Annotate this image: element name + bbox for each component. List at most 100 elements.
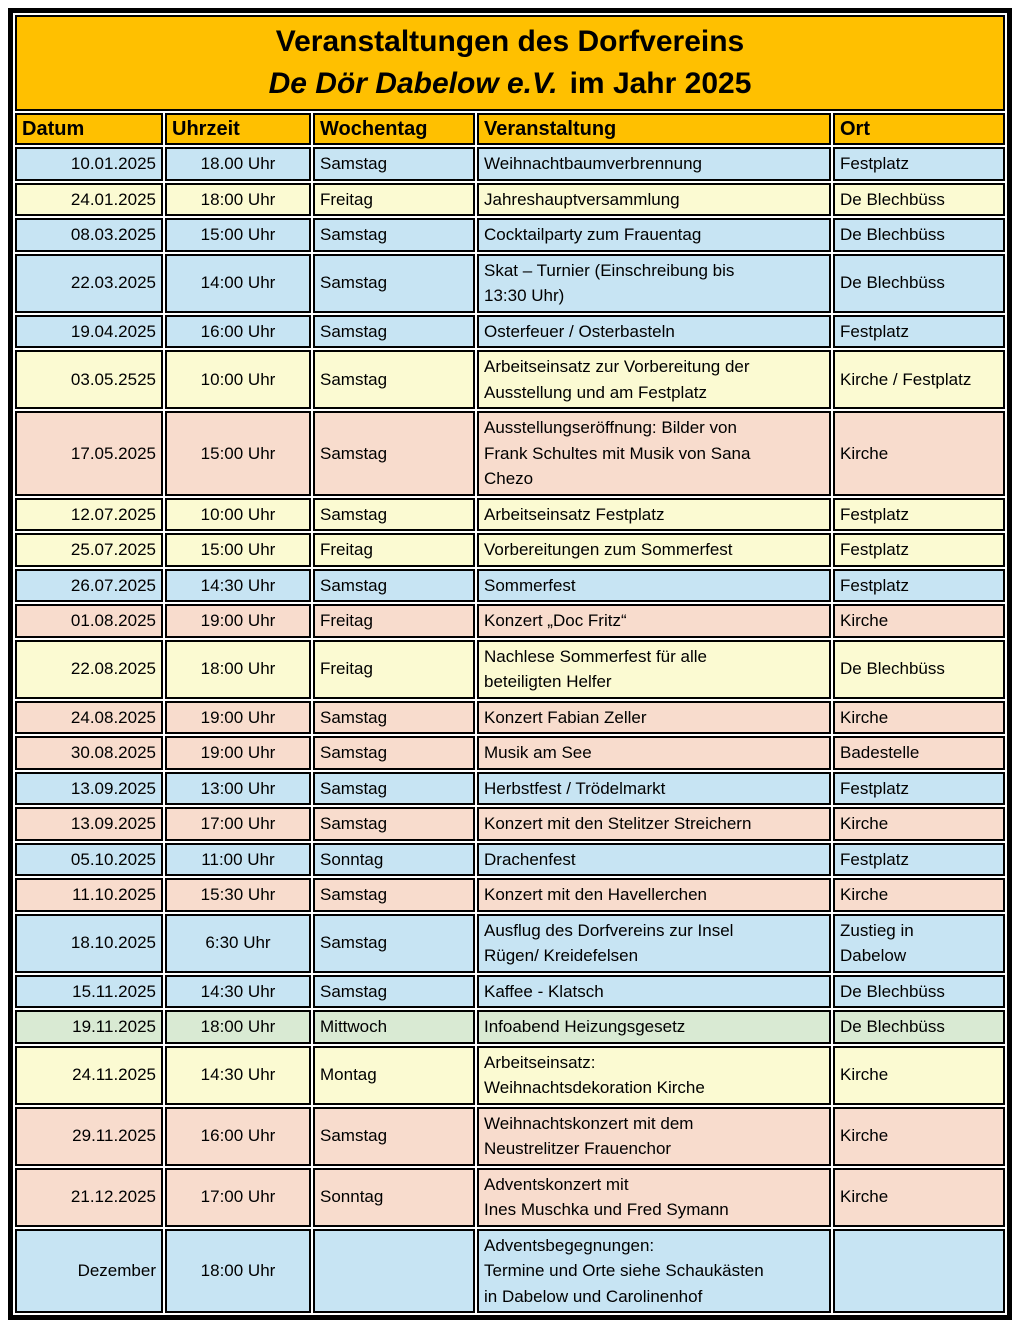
cell-time: 16:00 Uhr [165, 314, 311, 348]
cell-event: Arbeitseinsatz Festplatz [477, 497, 831, 531]
cell-day: Samstag [313, 253, 475, 313]
table-row: 08.03.2025 15:00 Uhr Samstag Cocktailparty … [15, 218, 1005, 252]
table-row: 15.11.2025 14:30 Uhr Samstag Kaffee - Klats… [15, 974, 1005, 1008]
table-row: 01.08.2025 19:00 Uhr Freitag Konzert „Doc F… [15, 604, 1005, 638]
cell-ort: Badestelle [833, 736, 1005, 770]
cell-event: Ausflug des Dorfvereins zur Insel Rügen/… [477, 913, 831, 973]
cell-day: Samstag [313, 913, 475, 973]
cell-ort: Kirche [833, 604, 1005, 638]
cell-day: Samstag [313, 878, 475, 912]
table-row: 18.10.2025 6:30 Uhr Samstag Ausflug des Dor… [15, 913, 1005, 973]
cell-time: 18:00 Uhr [165, 182, 311, 216]
cell-event: Arbeitseinsatz zur Vorbereitung der Auss… [477, 350, 831, 409]
table-row: 24.01.2025 18:00 Uhr Freitag Jahreshauptver… [15, 182, 1005, 216]
cell-time: 19:00 Uhr [165, 700, 311, 734]
table-row: 22.03.2025 14:00 Uhr Samstag Skat – Turnier… [15, 253, 1005, 313]
cell-time: 10:00 Uhr [165, 497, 311, 531]
cell-date: 01.08.2025 [15, 604, 163, 638]
cell-day: Samstag [313, 974, 475, 1008]
events-table: Veranstaltungen des Dorfvereins De Dör D… [8, 8, 1012, 1320]
cell-event: Weihnachtbaumverbrennung [477, 147, 831, 181]
cell-event: Konzert mit den Stelitzer Streichern [477, 807, 831, 841]
cell-date: 11.10.2025 [15, 878, 163, 912]
cell-day: Samstag [313, 700, 475, 734]
cell-date: Dezember [15, 1228, 163, 1313]
title-year-text: im Jahr 2025 [569, 67, 752, 100]
cell-day: Samstag [313, 771, 475, 805]
cell-date: 19.04.2025 [15, 314, 163, 348]
cell-ort: Kirche [833, 411, 1005, 496]
cell-date: 03.05.2525 [15, 350, 163, 409]
table-row: 03.05.2525 10:00 Uhr Samstag Arbeitseinsatz… [15, 350, 1005, 409]
table-row: 13.09.2025 17:00 Uhr Samstag Konzert mit de… [15, 807, 1005, 841]
cell-event: Adventsbegegnungen: Termine und Orte sie… [477, 1228, 831, 1313]
cell-ort: Zustieg in Dabelow [833, 913, 1005, 973]
cell-event: Infoabend Heizungsgesetz [477, 1010, 831, 1044]
cell-day: Samstag [313, 736, 475, 770]
cell-event: Nachlese Sommerfest für alle beteiligten… [477, 639, 831, 699]
table-row: 30.08.2025 19:00 Uhr Samstag Musik am See Ba… [15, 736, 1005, 770]
cell-ort: De Blechbüss [833, 182, 1005, 216]
cell-date: 12.07.2025 [15, 497, 163, 531]
cell-ort: Kirche / Festplatz [833, 350, 1005, 409]
cell-ort: Kirche [833, 1045, 1005, 1105]
cell-time: 18.00 Uhr [165, 147, 311, 181]
cell-time: 6:30 Uhr [165, 913, 311, 973]
cell-time: 15:00 Uhr [165, 218, 311, 252]
cell-day: Samstag [313, 497, 475, 531]
cell-day: Samstag [313, 568, 475, 602]
cell-ort: Festplatz [833, 497, 1005, 531]
cell-date: 25.07.2025 [15, 533, 163, 567]
cell-time: 18:00 Uhr [165, 639, 311, 699]
column-header-ort: Ort [833, 113, 1005, 145]
cell-event: Jahreshauptversammlung [477, 182, 831, 216]
table-row: 21.12.2025 17:00 Uhr Sonntag Adventskonzert… [15, 1167, 1005, 1227]
cell-ort: De Blechbüss [833, 1010, 1005, 1044]
table-row: 29.11.2025 16:00 Uhr Samstag Weihnachtskonz… [15, 1106, 1005, 1166]
title-line-2: De Dör Dabelow e.V. im Jahr 2025 [17, 63, 1003, 105]
cell-day: Sonntag [313, 842, 475, 876]
table-row: 25.07.2025 15:00 Uhr Freitag Vorbereitungen… [15, 533, 1005, 567]
cell-event: Skat – Turnier (Einschreibung bis 13:30 … [477, 253, 831, 313]
cell-event: Cocktailparty zum Frauentag [477, 218, 831, 252]
column-header-event: Veranstaltung [477, 113, 831, 145]
cell-day: Montag [313, 1045, 475, 1105]
cell-event: Kaffee - Klatsch [477, 974, 831, 1008]
cell-time: 14:30 Uhr [165, 1045, 311, 1105]
cell-event: Musik am See [477, 736, 831, 770]
cell-date: 15.11.2025 [15, 974, 163, 1008]
cell-day: Sonntag [313, 1167, 475, 1227]
cell-date: 18.10.2025 [15, 913, 163, 973]
cell-day: Freitag [313, 533, 475, 567]
events-table-body: 10.01.2025 18.00 Uhr Samstag Weihnachtbaumv… [15, 147, 1005, 1313]
cell-date: 30.08.2025 [15, 736, 163, 770]
cell-ort: Festplatz [833, 568, 1005, 602]
table-row: 24.11.2025 14:30 Uhr Montag Arbeitseinsatz:… [15, 1045, 1005, 1105]
table-row: 22.08.2025 18:00 Uhr Freitag Nachlese Somme… [15, 639, 1005, 699]
cell-day: Samstag [313, 411, 475, 496]
title-row: Veranstaltungen des Dorfvereins De Dör D… [15, 15, 1005, 111]
cell-day: Samstag [313, 218, 475, 252]
table-row: 17.05.2025 15:00 Uhr Samstag Ausstellungser… [15, 411, 1005, 496]
cell-date: 29.11.2025 [15, 1106, 163, 1166]
cell-date: 13.09.2025 [15, 771, 163, 805]
title-club-name: De Dör Dabelow e.V. [268, 67, 558, 100]
cell-ort: De Blechbüss [833, 974, 1005, 1008]
cell-ort: Festplatz [833, 147, 1005, 181]
cell-date: 24.08.2025 [15, 700, 163, 734]
table-row: 05.10.2025 11:00 Uhr Sonntag Drachenfest Fes… [15, 842, 1005, 876]
cell-event: Herbstfest / Trödelmarkt [477, 771, 831, 805]
cell-time: 17:00 Uhr [165, 807, 311, 841]
cell-time: 19:00 Uhr [165, 736, 311, 770]
cell-event: Konzert mit den Havellerchen [477, 878, 831, 912]
cell-day: Samstag [313, 807, 475, 841]
cell-event: Drachenfest [477, 842, 831, 876]
cell-date: 24.01.2025 [15, 182, 163, 216]
cell-time: 15:30 Uhr [165, 878, 311, 912]
cell-event: Osterfeuer / Osterbasteln [477, 314, 831, 348]
cell-day: Samstag [313, 314, 475, 348]
cell-event: Adventskonzert mit Ines Muschka und Fred… [477, 1167, 831, 1227]
cell-event: Ausstellungseröffnung: Bilder von Frank … [477, 411, 831, 496]
cell-time: 15:00 Uhr [165, 533, 311, 567]
cell-ort: Festplatz [833, 771, 1005, 805]
